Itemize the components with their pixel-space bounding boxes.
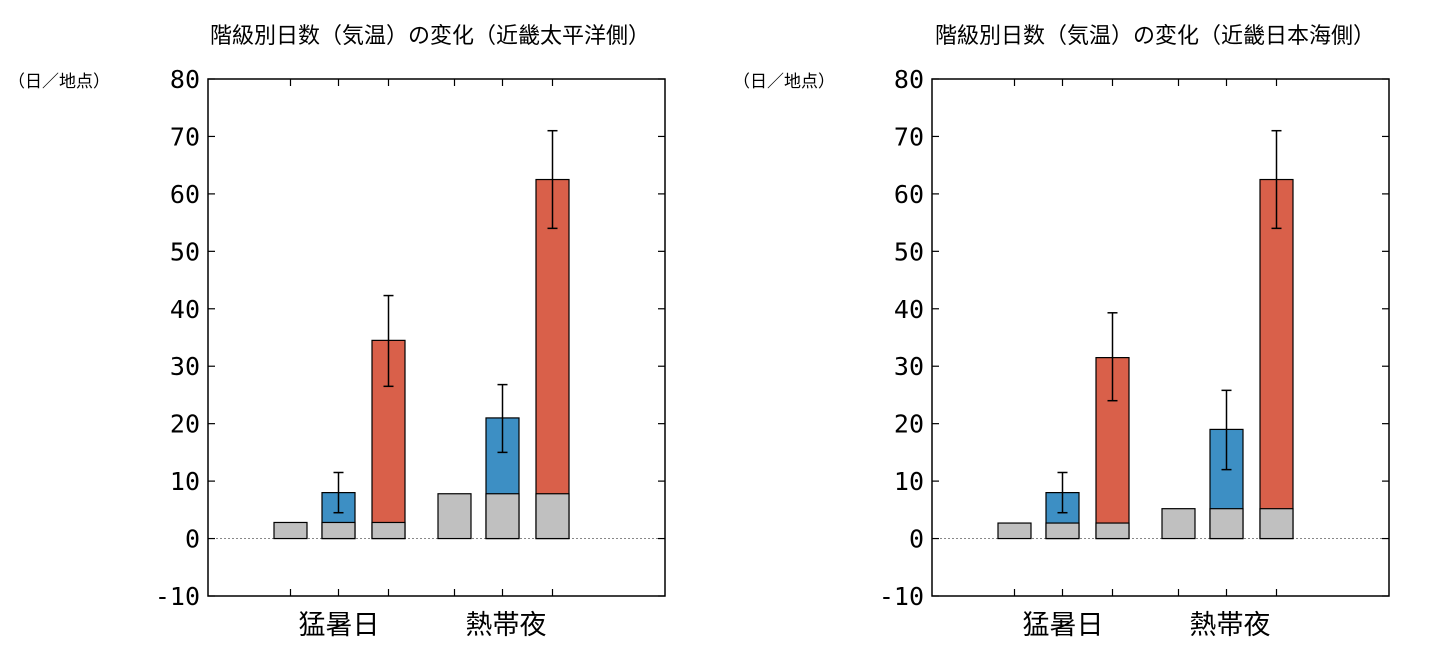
y-tick-label: 60 (170, 180, 200, 209)
y-tick-label: -10 (879, 582, 924, 611)
plot-frame (207, 78, 666, 597)
bar-present-base (437, 493, 472, 540)
y-tick-label: 70 (170, 122, 200, 151)
y-axis-unit-label: （日／地点） (8, 72, 110, 92)
y-tick-label: 80 (894, 65, 924, 94)
bar-present-base (535, 493, 570, 540)
bar-present-base (371, 521, 406, 540)
x-axis-ticks (1013, 79, 1278, 596)
y-axis-ticks: -10 0 10 20 30 40 50 60 70 80 (155, 65, 665, 611)
y-tick-label: 40 (894, 295, 924, 324)
y-axis-unit-label: （日／地点） (733, 72, 835, 92)
bars (997, 129, 1294, 540)
plot-frame (931, 78, 1390, 597)
group-label-mousho: 猛暑日 (1023, 610, 1104, 641)
bar-4c (535, 178, 570, 540)
y-tick-label: 0 (185, 525, 200, 554)
chart-title: 階級別日数（気温）の変化（近畿日本海側） (935, 24, 1375, 49)
y-tick-label: 80 (170, 65, 200, 94)
bar-present-base (997, 522, 1032, 540)
bar-present-base (321, 521, 356, 540)
y-tick-label: 50 (894, 237, 924, 266)
y-tick-label: 20 (170, 410, 200, 439)
y-tick-label: 0 (909, 525, 924, 554)
y-tick-label: 50 (170, 237, 200, 266)
chart-kinki-sea-of-japan: 階級別日数（気温）の変化（近畿日本海側） （日／地点） -10 0 10 20 30 40… (733, 24, 1390, 641)
bar-present-base (1259, 508, 1294, 540)
bar-present-base (485, 493, 520, 540)
y-tick-label: 30 (170, 352, 200, 381)
bar-present-base (1209, 508, 1244, 540)
bar-present-base (1095, 522, 1130, 540)
chart-title: 階級別日数（気温）の変化（近畿太平洋側） (210, 24, 650, 49)
x-axis-ticks (289, 79, 554, 596)
y-tick-label: 20 (894, 410, 924, 439)
y-tick-label: 30 (894, 352, 924, 381)
bar-present-base (1045, 522, 1080, 540)
group-label-nettaiya: 熱帯夜 (466, 610, 547, 641)
y-tick-label: 60 (894, 180, 924, 209)
group-label-nettaiya: 熱帯夜 (1190, 610, 1271, 641)
bar-present-base (273, 521, 308, 540)
y-tick-label: 10 (894, 467, 924, 496)
bar-present-base (1161, 508, 1196, 540)
y-tick-label: 40 (170, 295, 200, 324)
y-axis-ticks: -10 0 10 20 30 40 50 60 70 80 (879, 65, 1389, 611)
y-tick-label: -10 (155, 582, 200, 611)
chart-kinki-pacific: 階級別日数（気温）の変化（近畿太平洋側） （日／地点） -10 0 10 20 30 40… (8, 24, 666, 641)
y-tick-label: 10 (170, 467, 200, 496)
bars (273, 129, 570, 540)
bar-4c (1259, 178, 1294, 540)
y-tick-label: 70 (894, 122, 924, 151)
group-label-mousho: 猛暑日 (299, 610, 380, 641)
